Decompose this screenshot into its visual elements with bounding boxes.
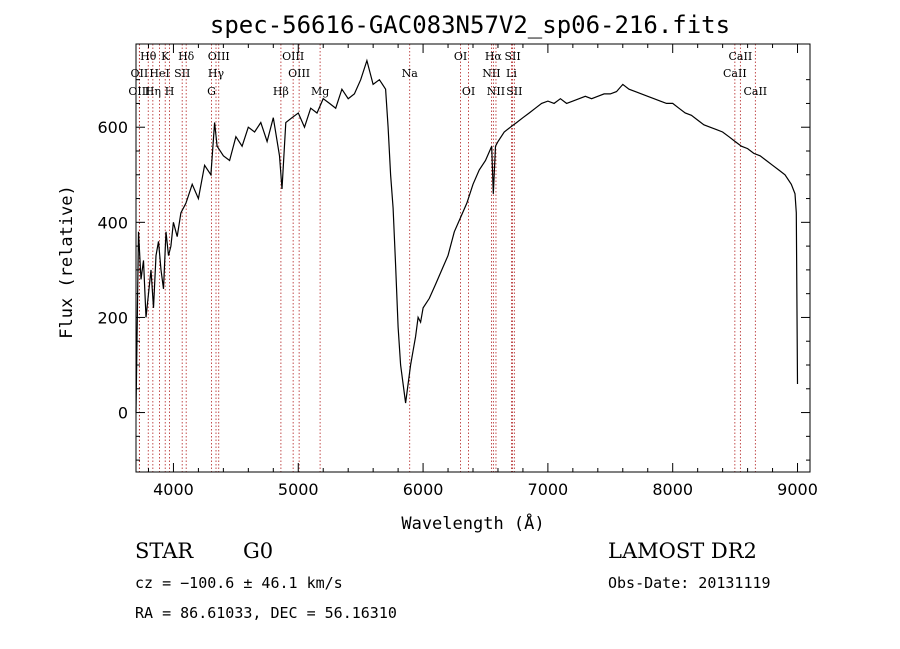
spectral-line-labels: Hθ OII OIII K HeI Hη Hδ SII H OIII Hγ G OIII OIII Hβ Mg…	[128, 50, 767, 98]
spectral-line-label: CaII	[729, 50, 753, 63]
spectral-line-label: Hβ	[273, 85, 289, 98]
y-tick-label: 0	[118, 404, 128, 423]
sky-coordinates: RA = 86.61033, DEC = 56.16310	[135, 604, 397, 622]
x-tick-label: 8000	[652, 480, 693, 499]
spectral-line-label: Hα	[485, 50, 503, 63]
y-tick-label: 600	[97, 118, 128, 137]
y-axis-label: Flux (relative)	[57, 185, 77, 339]
spectral-line-label: SII	[506, 85, 522, 98]
spectral-line-label: SII	[504, 50, 520, 63]
chart-title: spec-56616-GAC083N57V2_sp06-216.fits	[210, 11, 730, 39]
plot-frame	[135, 43, 811, 473]
y-tick-label: 400	[97, 213, 128, 232]
x-axis-label: Wavelength (Å)	[401, 512, 544, 534]
object-class: STAR	[135, 539, 194, 563]
spectral-line-label: SII	[174, 67, 190, 80]
spectral-line-label: Hη	[145, 85, 161, 98]
spectral-line-label: G	[207, 85, 216, 98]
spectral-line-label: OIII	[282, 50, 304, 63]
x-tick-label: 9000	[777, 480, 818, 499]
spectral-line-markers	[138, 44, 756, 472]
spectral-line-label: CaII	[743, 85, 767, 98]
x-tick-label: 5000	[278, 480, 319, 499]
spectral-line-label: Hγ	[208, 67, 225, 80]
spectral-line-label: OI	[462, 85, 475, 98]
spectral-line-label: NII	[482, 67, 500, 80]
spectral-line-label: HeI	[149, 67, 169, 80]
y-tick-label: 200	[97, 308, 128, 327]
x-axis-ticks: 4000 5000 6000 7000 8000 9000	[147, 44, 818, 499]
spectral-line-label: NII	[487, 85, 505, 98]
spectral-line-label: Na	[402, 67, 419, 80]
object-subclass: G0	[243, 539, 274, 563]
spectral-line-label: H	[165, 85, 175, 98]
survey-name: LAMOST DR2	[608, 539, 757, 563]
x-tick-label: 4000	[153, 480, 194, 499]
observation-date: Obs-Date: 20131119	[608, 574, 771, 592]
spectrum-line	[135, 58, 799, 413]
spectral-line-label: Mg	[311, 85, 329, 98]
spectral-line-label: Hθ	[140, 50, 157, 63]
spectral-line-label: OIII	[128, 85, 150, 98]
spectral-line-label: Li	[506, 67, 517, 80]
spectral-line-label: OIII	[288, 67, 310, 80]
x-tick-label: 6000	[403, 480, 444, 499]
spectral-line-label: CaII	[723, 67, 747, 80]
y-axis-ticks: 0 200 400 600	[97, 79, 810, 461]
redshift-velocity: cz = −100.6 ± 46.1 km/s	[135, 574, 343, 592]
spectral-line-label: OI	[454, 50, 467, 63]
spectral-line-label: OIII	[208, 50, 230, 63]
x-tick-label: 7000	[528, 480, 569, 499]
spectral-line-label: Hδ	[178, 50, 195, 63]
spectral-line-label: K	[161, 50, 170, 63]
spectral-line-label: OII	[131, 67, 149, 80]
